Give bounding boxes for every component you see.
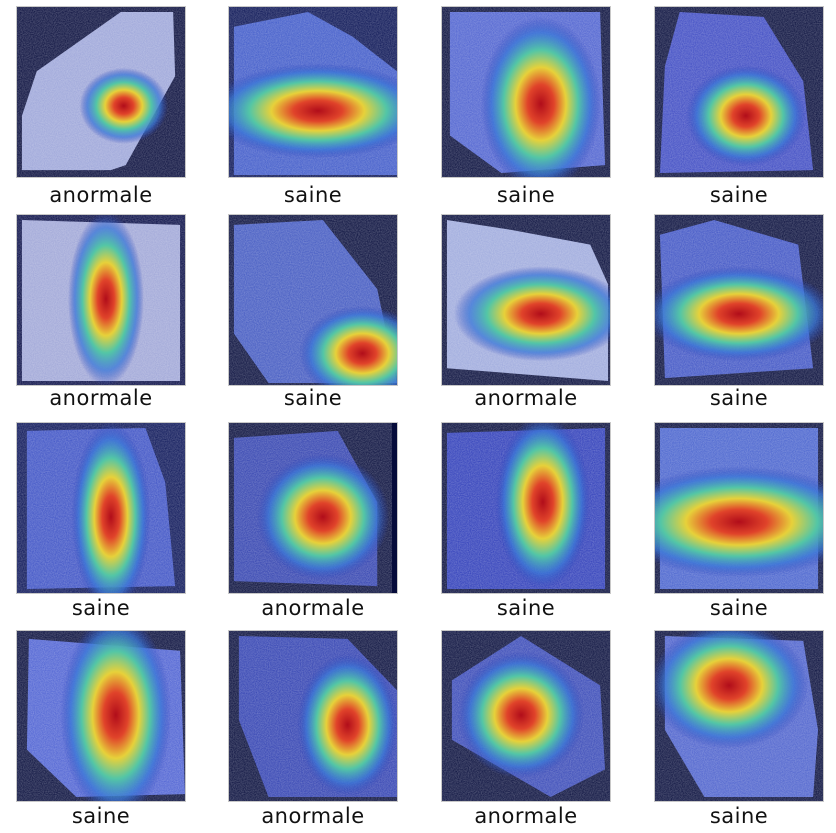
activation-hotspot — [299, 305, 397, 385]
class-label: saine — [283, 386, 343, 410]
heatmap-tile — [16, 630, 186, 802]
heatmap-image — [655, 631, 823, 801]
activation-hotspot — [68, 215, 144, 385]
heatmap-tile — [16, 6, 186, 178]
heatmap-image — [655, 423, 823, 593]
activation-hotspot — [495, 423, 591, 590]
activation-hotspot — [457, 651, 585, 779]
class-label: saine — [709, 596, 769, 620]
heatmap-tile — [654, 214, 824, 386]
heatmap-image — [655, 215, 823, 385]
class-label: saine — [496, 183, 556, 207]
heatmap-image — [229, 423, 397, 593]
heatmap-tile — [228, 6, 398, 178]
activation-hotspot — [655, 631, 809, 749]
class-label: saine — [71, 804, 131, 828]
class-label: anormale — [49, 183, 153, 207]
activation-hotspot — [79, 67, 169, 144]
class-label: saine — [496, 596, 556, 620]
heatmap-tile — [654, 422, 824, 594]
heatmap-image — [17, 7, 185, 177]
heatmap-image — [442, 215, 610, 385]
heatmap-tile — [228, 630, 398, 802]
heatmap-image — [442, 7, 610, 177]
heatmap-tile — [16, 214, 186, 386]
heatmap-tile — [441, 422, 611, 594]
heatmap-image — [229, 215, 397, 385]
activation-hotspot — [655, 466, 823, 578]
activation-hotspot — [229, 63, 397, 159]
activation-hotspot — [60, 631, 172, 801]
activation-hotspot — [256, 453, 390, 581]
activation-hotspot — [453, 266, 610, 362]
activation-hotspot — [71, 423, 151, 593]
activation-hotspot — [655, 266, 823, 362]
class-label: anormale — [49, 386, 153, 410]
heatmap-tile — [441, 214, 611, 386]
class-label: anormale — [261, 804, 365, 828]
heatmap-tile — [441, 6, 611, 178]
class-label: saine — [709, 804, 769, 828]
heatmap-image — [442, 631, 610, 801]
class-label: anormale — [474, 386, 578, 410]
heatmap-image — [17, 215, 185, 385]
heatmap-tile — [654, 630, 824, 802]
heatmap-tile — [228, 422, 398, 594]
class-label: saine — [71, 596, 131, 620]
heatmap-tile — [228, 214, 398, 386]
heatmap-tile — [654, 6, 824, 178]
class-label: saine — [283, 183, 343, 207]
activation-hotspot — [685, 65, 807, 167]
class-label: saine — [709, 386, 769, 410]
heatmap-image — [229, 631, 397, 801]
class-label: anormale — [261, 596, 365, 620]
heatmap-image — [655, 7, 823, 177]
class-label: anormale — [474, 804, 578, 828]
heatmap-image — [229, 7, 397, 177]
heatmap-tile — [16, 422, 186, 594]
heatmap-tile — [441, 630, 611, 802]
activation-hotspot — [297, 653, 397, 797]
activation-hotspot — [480, 16, 601, 177]
heatmap-image — [17, 423, 185, 593]
heatmap-image — [442, 423, 610, 593]
class-label: saine — [709, 183, 769, 207]
heatmap-image — [17, 631, 185, 801]
